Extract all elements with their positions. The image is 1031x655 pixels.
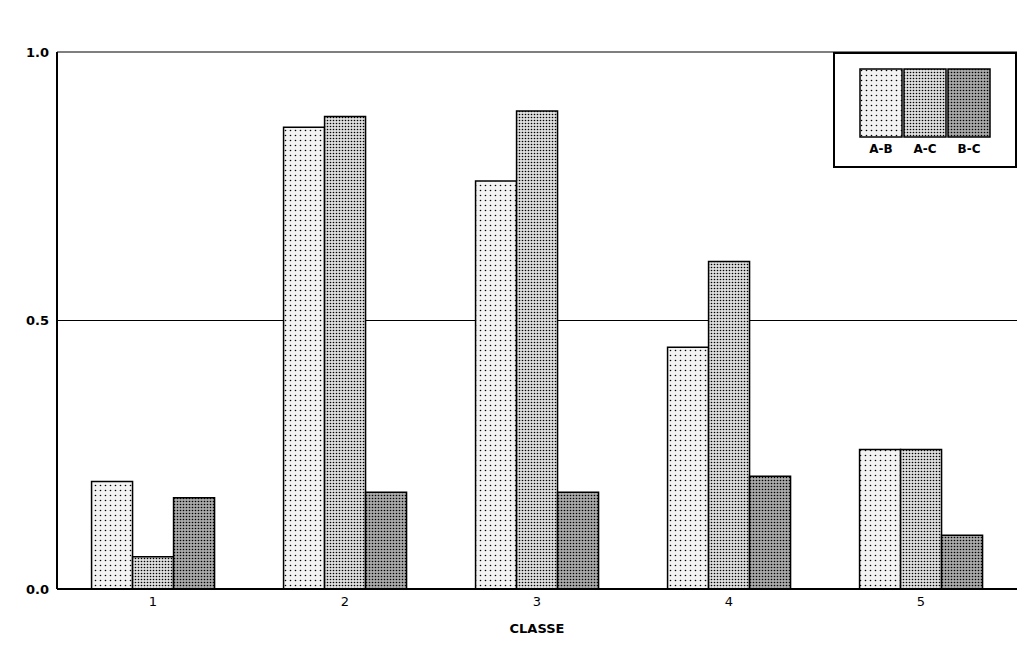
html-text:A-B: A-B xyxy=(869,142,893,156)
svg-text:5: 5 xyxy=(917,594,925,609)
html-text:A-C: A-C xyxy=(913,142,937,156)
svg-text:0.0: 0.0 xyxy=(26,582,49,597)
svg-text:2: 2 xyxy=(341,594,349,609)
svg-text:0.5: 0.5 xyxy=(26,313,49,328)
svg-text:1.0: 1.0 xyxy=(26,45,49,60)
svg-text:4: 4 xyxy=(725,594,733,609)
svg-text:CLASSE: CLASSE xyxy=(510,621,565,636)
html-text:B-C: B-C xyxy=(957,142,981,156)
svg-text:3: 3 xyxy=(533,594,541,609)
svg-text:1: 1 xyxy=(149,594,157,609)
